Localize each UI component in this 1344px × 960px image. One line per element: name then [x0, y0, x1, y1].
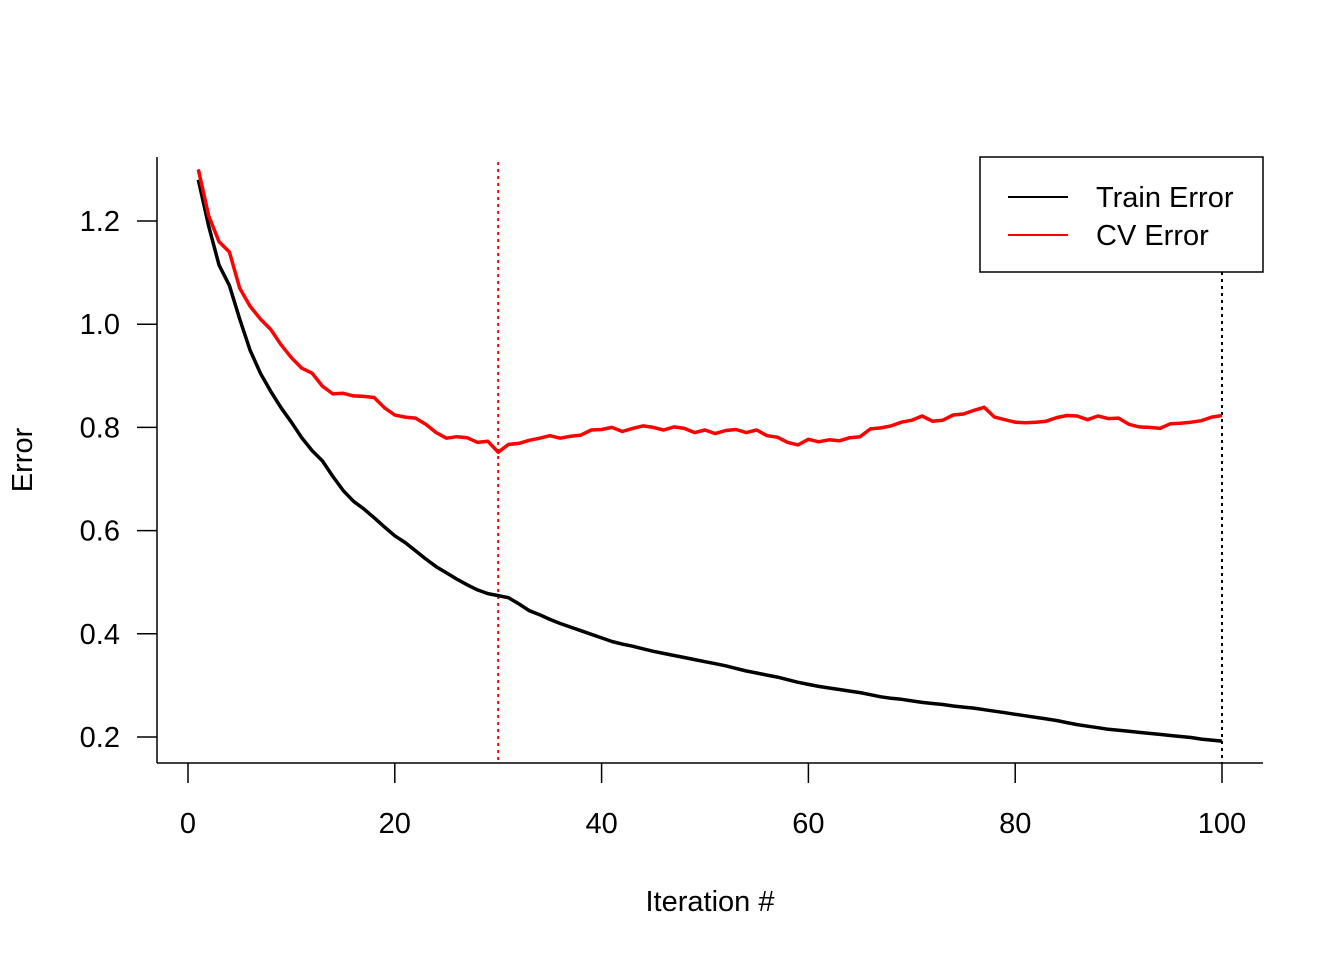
x-tick-label: 40: [585, 808, 617, 840]
y-axis-label: Error: [7, 427, 39, 492]
x-tick-label: 0: [180, 808, 196, 840]
y-tick-label: 0.4: [80, 619, 120, 651]
reference-lines: [497, 162, 1223, 763]
y-tick-label: 0.6: [80, 516, 120, 548]
series-line-1: [196, 169, 1223, 454]
x-axis-label: Iteration #: [646, 886, 775, 918]
y-tick-label: 0.2: [80, 722, 120, 754]
x-tick-label: 100: [1198, 808, 1246, 840]
x-tick-label: 20: [379, 808, 411, 840]
legend: Train Error CV Error: [979, 156, 1264, 273]
legend-label-train: Train Error: [1096, 182, 1234, 214]
axes: 0 20 40 60 80 100 0.2 0.4 0.6 0.8 1.0 1.2: [80, 157, 1263, 840]
series-lines: [196, 169, 1223, 743]
legend-label-cv: CV Error: [1096, 220, 1209, 252]
legend-box: [979, 156, 1264, 273]
y-tick-label: 1.0: [80, 309, 120, 341]
series-line-0: [196, 179, 1223, 743]
y-tick-label: 0.8: [80, 412, 120, 444]
y-tick-label: 1.2: [80, 206, 120, 238]
x-tick-label: 60: [792, 808, 824, 840]
x-tick-label: 80: [999, 808, 1031, 840]
